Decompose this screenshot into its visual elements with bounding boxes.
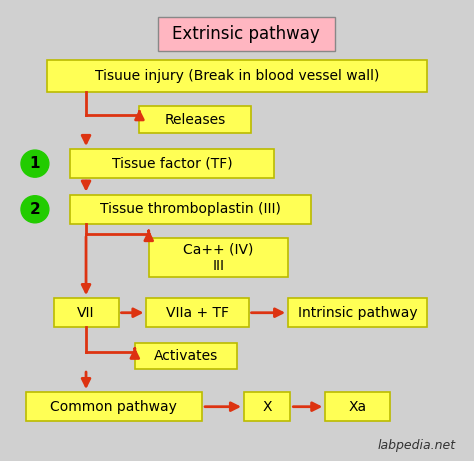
Text: Releases: Releases: [164, 113, 226, 127]
Text: Extrinsic pathway: Extrinsic pathway: [173, 25, 320, 43]
Text: Xa: Xa: [349, 400, 367, 414]
Text: 2: 2: [29, 202, 40, 217]
Text: Ca++ (IV)
III: Ca++ (IV) III: [183, 242, 254, 273]
Text: labpedia.net: labpedia.net: [377, 439, 456, 452]
Text: Tissue factor (TF): Tissue factor (TF): [112, 157, 232, 171]
FancyBboxPatch shape: [135, 343, 237, 369]
FancyBboxPatch shape: [46, 60, 428, 92]
FancyBboxPatch shape: [70, 195, 311, 224]
FancyBboxPatch shape: [70, 149, 274, 178]
Text: Intrinsic pathway: Intrinsic pathway: [298, 306, 418, 320]
Text: Tisuue injury (Break in blood vessel wall): Tisuue injury (Break in blood vessel wal…: [95, 69, 379, 83]
Circle shape: [21, 196, 49, 223]
FancyBboxPatch shape: [139, 106, 251, 133]
Circle shape: [21, 150, 49, 177]
Text: VIIa + TF: VIIa + TF: [166, 306, 229, 320]
FancyBboxPatch shape: [54, 298, 118, 327]
FancyBboxPatch shape: [244, 392, 291, 421]
FancyBboxPatch shape: [149, 238, 288, 277]
FancyBboxPatch shape: [288, 298, 428, 327]
Text: Tissue thromboplastin (III): Tissue thromboplastin (III): [100, 202, 281, 216]
Text: VII: VII: [77, 306, 95, 320]
FancyBboxPatch shape: [26, 392, 202, 421]
Text: Common pathway: Common pathway: [50, 400, 177, 414]
Text: 1: 1: [30, 156, 40, 171]
FancyBboxPatch shape: [158, 17, 335, 51]
FancyBboxPatch shape: [325, 392, 390, 421]
Text: X: X: [263, 400, 272, 414]
FancyBboxPatch shape: [146, 298, 248, 327]
Text: Activates: Activates: [154, 349, 218, 363]
